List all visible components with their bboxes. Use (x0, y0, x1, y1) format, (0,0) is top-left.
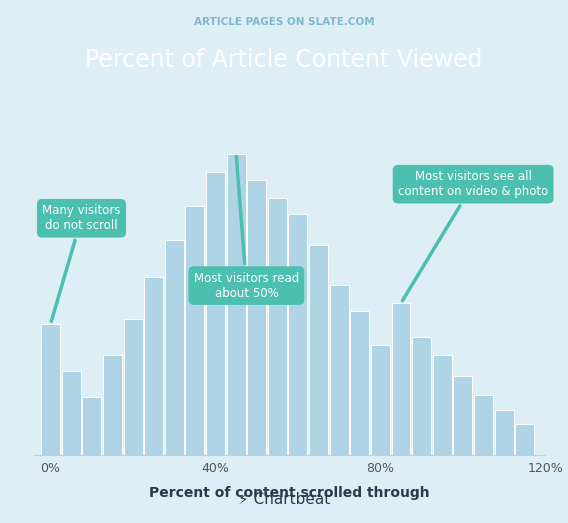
Bar (371, 345, 390, 455)
Text: Many visitors
do not scroll: Many visitors do not scroll (42, 204, 121, 321)
Bar (495, 411, 513, 455)
X-axis label: Percent of content scrolled through: Percent of content scrolled through (149, 486, 430, 500)
Text: ⚡ Chartbeat: ⚡ Chartbeat (238, 492, 330, 507)
Bar (227, 154, 245, 455)
Text: ARTICLE PAGES ON SLATE.COM: ARTICLE PAGES ON SLATE.COM (194, 17, 374, 27)
Bar (144, 277, 163, 455)
Bar (82, 397, 101, 455)
Bar (247, 180, 266, 455)
Bar (62, 371, 81, 455)
Bar (474, 395, 493, 455)
Bar (165, 240, 183, 455)
Bar (268, 198, 287, 455)
Text: Most visitors see all
content on video & photo: Most visitors see all content on video &… (398, 170, 548, 301)
Bar (412, 337, 431, 455)
Bar (329, 285, 349, 455)
Bar (103, 356, 122, 455)
Bar (453, 377, 473, 455)
Bar (391, 303, 411, 455)
Bar (350, 311, 369, 455)
Bar (515, 424, 534, 455)
Bar (309, 245, 328, 455)
Text: Most visitors read
about 50%: Most visitors read about 50% (194, 156, 299, 300)
Bar (289, 214, 307, 455)
Text: Percent of Article Content Viewed: Percent of Article Content Viewed (85, 49, 483, 72)
Bar (124, 319, 143, 455)
Bar (206, 172, 225, 455)
Bar (41, 324, 60, 455)
Bar (433, 356, 452, 455)
Bar (185, 206, 204, 455)
